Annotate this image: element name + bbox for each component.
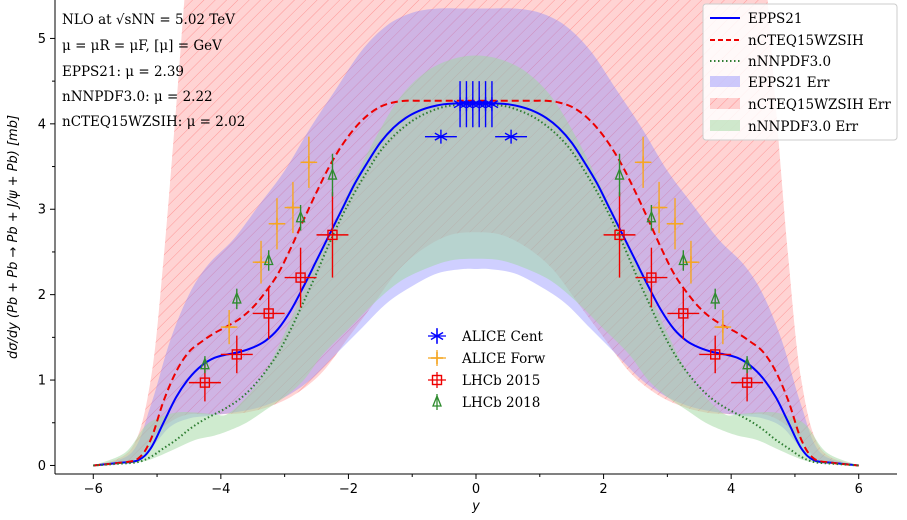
series-alice-forw xyxy=(220,136,732,345)
point-lhcb-2018 xyxy=(710,291,721,304)
point-alice-forw xyxy=(270,217,283,230)
point-lhcb-2015 xyxy=(614,229,625,241)
legend-label-epps21: EPPS21 xyxy=(748,11,802,27)
point-alice-cent xyxy=(466,97,480,112)
curve-nnnpdf3-0 xyxy=(93,103,859,467)
legend-label-nnnpdf: nNNPDF3.0 xyxy=(748,54,831,70)
y-tick-label: 5 xyxy=(38,32,46,47)
plot-area xyxy=(93,0,859,467)
legend-label-epps21-err: EPPS21 Err xyxy=(748,75,830,91)
legend-label-lhcb-2015: LHCb 2015 xyxy=(462,373,540,389)
point-alice-cent xyxy=(485,97,499,112)
point-lhcb-2015 xyxy=(295,272,306,283)
point-alice-cent xyxy=(504,129,518,144)
point-lhcb-2018 xyxy=(295,210,306,223)
error-bands xyxy=(93,0,859,466)
y-axis-label: dσ/dy (Pb + Pb → Pb + J/ψ + Pb) [mb] xyxy=(6,115,21,359)
curve-ncteq15wzsih xyxy=(93,99,859,467)
legend-marker-alice-cent xyxy=(430,329,444,343)
point-lhcb-2018 xyxy=(263,252,274,266)
point-lhcb-2018 xyxy=(614,167,625,180)
point-lhcb-2015 xyxy=(646,272,657,283)
point-alice-forw xyxy=(302,156,315,169)
data-points xyxy=(188,81,764,402)
y-tick-label: 1 xyxy=(38,374,46,389)
y-tick-label: 2 xyxy=(38,288,46,303)
point-alice-forw xyxy=(286,201,299,214)
point-lhcb-2018 xyxy=(646,210,657,223)
x-tick-label: 2 xyxy=(599,482,607,497)
legend-label-ncteq: nCTEQ15WZSIH xyxy=(748,33,864,49)
info-box: NLO at √sNN = 5.02 TeV μ = μR = μF, [μ] … xyxy=(62,12,245,130)
point-lhcb-2015 xyxy=(199,377,211,388)
info-line-3: EPPS21: μ = 2.39 xyxy=(62,64,184,80)
point-alice-cent xyxy=(479,97,492,112)
legend-label-alice-cent: ALICE Cent xyxy=(461,329,544,345)
x-tick-label: 0 xyxy=(472,482,480,497)
point-lhcb-2015 xyxy=(678,308,689,319)
y-tick-label: 3 xyxy=(38,203,46,218)
series-alice-cent xyxy=(424,81,528,144)
info-line-4: nNNPDF3.0: μ = 2.22 xyxy=(62,89,213,105)
point-lhcb-2018 xyxy=(327,167,338,180)
point-alice-forw xyxy=(653,201,666,214)
legend-label-ncteq-err: nCTEQ15WZSIH Err xyxy=(748,97,891,113)
info-line-2: μ = μR = μF, [μ] = GeV xyxy=(62,38,222,54)
points-legend: ALICE Cent ALICE Forw LHCb 2015 LHCb 2018 xyxy=(428,328,546,411)
point-alice-forw xyxy=(637,156,650,169)
point-lhcb-2018 xyxy=(199,356,210,370)
x-tick-label: −4 xyxy=(211,482,230,497)
point-alice-cent xyxy=(472,97,486,112)
lines-legend: EPPS21 nCTEQ15WZSIH nNNPDF3.0 EPPS21 Err… xyxy=(702,3,898,141)
point-lhcb-2015 xyxy=(741,377,753,388)
series-lhcb-2018 xyxy=(199,153,753,374)
band-nnnpdf3-0-err xyxy=(93,55,859,466)
legend-marker-lhcb-2015 xyxy=(431,374,443,386)
point-lhcb-2015 xyxy=(327,229,338,241)
point-alice-forw xyxy=(223,321,236,334)
point-alice-cent xyxy=(453,97,467,112)
lines-legend-frame xyxy=(702,3,898,141)
point-lhcb-2018 xyxy=(742,356,753,370)
point-alice-cent xyxy=(460,97,473,112)
legend-marker-lhcb-2018 xyxy=(432,394,442,407)
axes: −6 −4 −2 0 2 4 6 0 1 2 3 4 5 y dσ/dy (Pb + Pb → Pb + J… xyxy=(6,0,897,514)
legend-label-alice-forw: ALICE Forw xyxy=(461,351,546,367)
legend-hatch-ncteq-err xyxy=(710,98,740,109)
point-alice-cent xyxy=(434,129,448,144)
point-alice-forw xyxy=(716,321,729,334)
point-lhcb-2015 xyxy=(263,308,274,319)
x-tick-label: 6 xyxy=(855,482,863,497)
legend-marker-alice-forw xyxy=(431,352,443,364)
info-line-1: NLO at √sNN = 5.02 TeV xyxy=(62,12,235,28)
info-line-5: nCTEQ15WZSIH: μ = 2.02 xyxy=(62,114,245,130)
x-tick-label: 4 xyxy=(727,482,735,497)
x-axis-label: y xyxy=(471,499,480,514)
series-lhcb-2015 xyxy=(188,192,764,402)
point-alice-forw xyxy=(669,217,682,230)
x-tick-label: −2 xyxy=(339,482,358,497)
legend-label-nnnpdf-err: nNNPDF3.0 Err xyxy=(748,119,859,135)
x-tick-label: −6 xyxy=(84,482,103,497)
point-lhcb-2018 xyxy=(231,291,242,304)
point-lhcb-2015 xyxy=(710,349,721,360)
legend-swatch-nnnpdf-err xyxy=(710,120,740,131)
legend-swatch-epps21-err xyxy=(710,76,740,87)
y-tick-label: 0 xyxy=(38,459,46,474)
legend-label-lhcb-2018: LHCb 2018 xyxy=(462,395,540,411)
point-lhcb-2015 xyxy=(231,349,242,360)
point-lhcb-2018 xyxy=(678,252,689,266)
y-tick-label: 4 xyxy=(38,117,46,132)
